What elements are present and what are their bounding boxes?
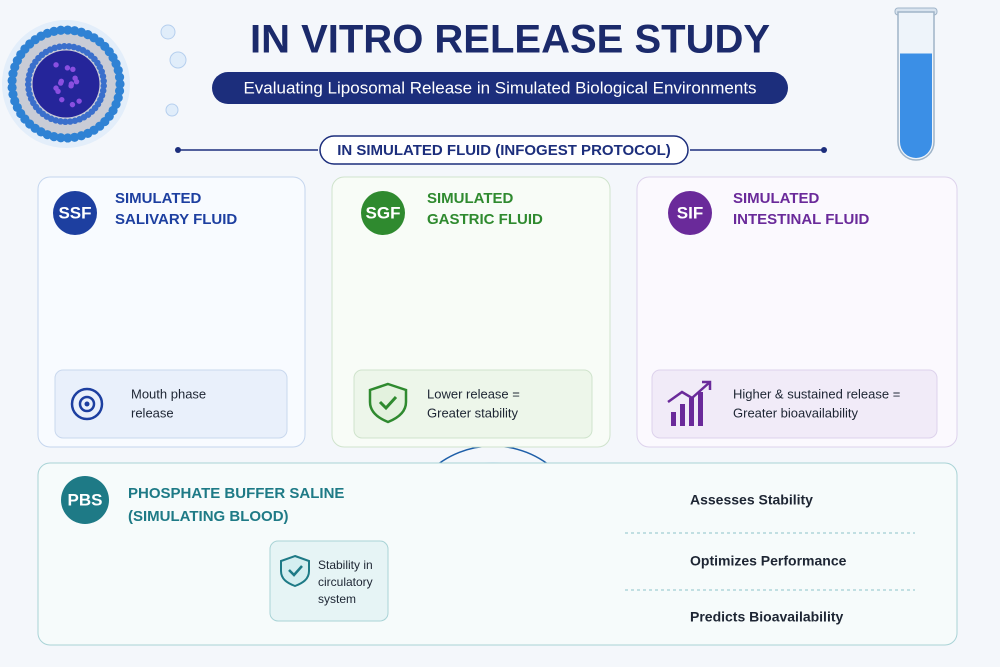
chart-icon — [667, 380, 712, 404]
subtitle: Evaluating Liposomal Release in Simulate… — [243, 78, 756, 97]
badge-circle — [361, 191, 405, 235]
note: Greater stability — [427, 405, 519, 420]
benefit: Assesses Stability — [690, 492, 813, 508]
drug-particle — [53, 62, 59, 68]
lipid-head — [100, 82, 107, 90]
lipid-head — [8, 89, 18, 99]
panel-title: (SIMULATING BLOOD) — [128, 508, 289, 525]
benefit: Optimizes Performance — [690, 553, 847, 569]
check-icon — [288, 565, 303, 577]
bubble — [160, 24, 176, 40]
lipid-head — [61, 43, 68, 50]
drug-particle — [59, 96, 65, 103]
target-icon — [70, 387, 104, 421]
note: Mouth phase — [131, 386, 206, 401]
chart-icon — [689, 398, 694, 426]
badge: SSF — [58, 203, 91, 222]
lipid-head — [99, 73, 107, 80]
drug-particle — [73, 78, 80, 85]
lipid-head — [114, 86, 125, 96]
note: release — [131, 405, 174, 420]
drug-particle — [58, 78, 65, 84]
lipid-head — [65, 43, 73, 50]
tube-liquid — [900, 53, 932, 158]
panel-title: PHOSPHATE BUFFER SALINE — [128, 485, 344, 502]
lipid-head — [70, 132, 80, 142]
badge: SIF — [677, 203, 703, 222]
note: Stability in — [318, 558, 373, 572]
subtitle-pill — [212, 72, 788, 104]
note: Lower release = — [427, 386, 520, 401]
section-pill — [319, 135, 689, 165]
badge-circle — [668, 191, 712, 235]
drug-particle — [64, 65, 71, 71]
lipid-head — [24, 81, 32, 88]
liposome-core — [32, 50, 100, 118]
lipid-head — [56, 133, 66, 143]
note-box — [651, 369, 938, 439]
badge: PBS — [68, 490, 103, 509]
section-title: IN SIMULATED FLUID (INFOGEST PROTOCOL) — [337, 142, 671, 159]
panel-title: INTESTINAL FLUID — [733, 211, 870, 228]
lipid-head — [56, 25, 66, 35]
lipid-head — [62, 118, 69, 126]
lipid-head — [114, 72, 125, 82]
note-box — [353, 369, 593, 439]
lipid-head — [49, 26, 59, 36]
chart-icon — [671, 412, 676, 426]
lipid-head — [113, 65, 123, 75]
panel — [37, 462, 958, 646]
check-icon — [378, 395, 398, 411]
lipid-head — [66, 118, 74, 125]
drug-particle — [68, 83, 74, 89]
lipid-head — [71, 117, 79, 124]
lipid-head — [25, 86, 32, 93]
note: Greater bioavailability — [733, 405, 859, 420]
drug-particle — [53, 85, 59, 91]
panel-title: GASTRIC FLUID — [427, 211, 543, 228]
target-icon — [84, 401, 90, 407]
panel-title: SIMULATED — [427, 190, 514, 207]
lipid-head — [63, 133, 73, 143]
chart-icon — [698, 392, 703, 426]
panel-title: SIMULATED — [733, 190, 820, 207]
shield-icon — [368, 382, 408, 424]
title: IN VITRO RELEASE STUDY — [250, 18, 770, 62]
badge-circle — [53, 191, 97, 235]
note: system — [318, 592, 356, 606]
badge: SGF — [366, 203, 401, 222]
benefit: Predicts Bioavailability — [690, 609, 843, 625]
shield-icon — [280, 554, 310, 588]
drug-particle — [70, 66, 76, 73]
drug-particle — [76, 98, 82, 104]
panel-title: SIMULATED — [115, 190, 202, 207]
divider-dot — [175, 147, 181, 153]
lipid-head — [63, 25, 73, 35]
divider-dot — [821, 147, 827, 153]
note: Higher & sustained release = — [733, 386, 900, 401]
lipid-head — [115, 79, 125, 89]
note: circulatory — [318, 575, 373, 589]
drug-particle — [69, 101, 76, 108]
panel-title: SALIVARY FLUID — [115, 211, 237, 228]
lipid-head — [7, 82, 17, 93]
lipid-head — [7, 75, 17, 86]
target-icon — [78, 395, 96, 413]
lipid-head — [100, 77, 107, 85]
chart-icon — [680, 404, 685, 426]
bubble — [165, 103, 179, 117]
bubble — [169, 51, 187, 69]
note-box — [54, 369, 288, 439]
lipid-head — [56, 43, 63, 51]
badge-circle — [61, 476, 109, 524]
